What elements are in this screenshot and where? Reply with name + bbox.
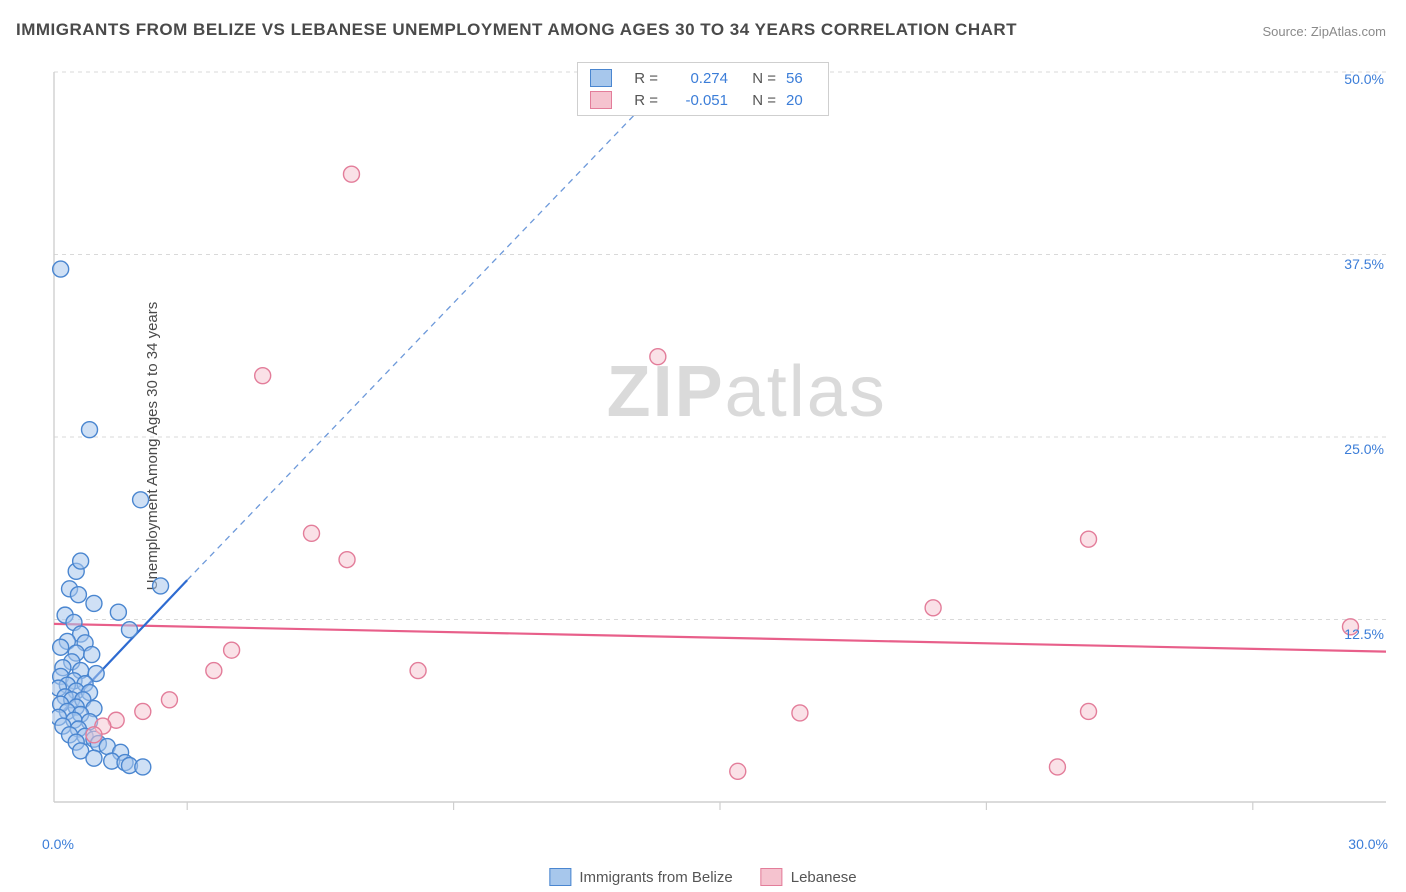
swatch-series-1-icon — [590, 69, 612, 87]
n-value-series-1: 56 — [786, 70, 816, 87]
legend-row-series-2: R = -0.051 N = 20 — [590, 89, 816, 111]
swatch-series-2-icon — [761, 868, 783, 886]
r-value-series-1: 0.274 — [668, 70, 728, 87]
n-value-series-2: 20 — [786, 92, 816, 109]
chart-title: IMMIGRANTS FROM BELIZE VS LEBANESE UNEMP… — [16, 20, 1017, 40]
n-label: N = — [738, 70, 776, 87]
legend-label-series-2: Lebanese — [791, 869, 857, 886]
legend-row-series-1: R = 0.274 N = 56 — [590, 67, 816, 89]
scatter-plot — [52, 58, 1388, 818]
x-tick-max: 30.0% — [1348, 836, 1388, 852]
r-label: R = — [622, 92, 658, 109]
legend-label-series-1: Immigrants from Belize — [579, 869, 732, 886]
swatch-series-1-icon — [549, 868, 571, 886]
y-tick-12-5: 12.5% — [1344, 626, 1384, 642]
legend-item-series-1: Immigrants from Belize — [549, 868, 732, 886]
r-value-series-2: -0.051 — [668, 92, 728, 109]
source-label: Source: ZipAtlas.com — [1262, 24, 1386, 39]
y-tick-50: 50.0% — [1344, 71, 1384, 87]
swatch-series-2-icon — [590, 91, 612, 109]
y-tick-25: 25.0% — [1344, 441, 1384, 457]
r-label: R = — [622, 70, 658, 87]
n-label: N = — [738, 92, 776, 109]
x-tick-min: 0.0% — [42, 836, 74, 852]
y-tick-37-5: 37.5% — [1344, 256, 1384, 272]
legend-item-series-2: Lebanese — [761, 868, 857, 886]
chart-area: ZIPatlas — [52, 58, 1388, 818]
legend-correlation-box: R = 0.274 N = 56 R = -0.051 N = 20 — [577, 62, 829, 116]
legend-bottom: Immigrants from Belize Lebanese — [549, 868, 856, 886]
